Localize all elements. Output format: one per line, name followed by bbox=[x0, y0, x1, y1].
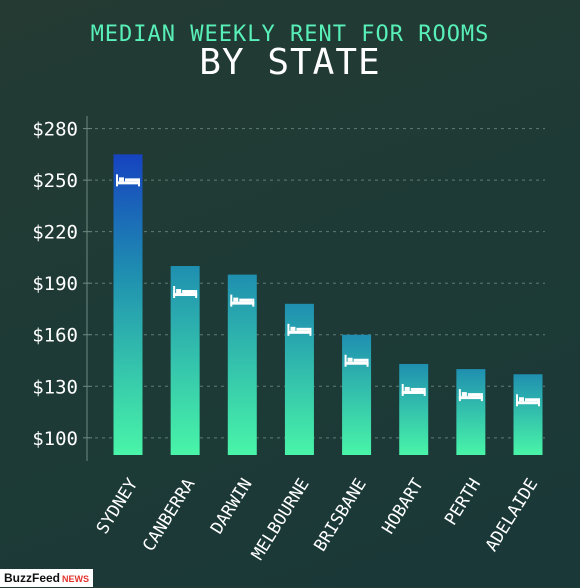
x-tick-label: ADELAIDE bbox=[482, 475, 542, 555]
y-tick-label: $130 bbox=[32, 376, 78, 398]
x-tick-label: CANBERRA bbox=[139, 475, 199, 555]
brand-name: BuzzFeed bbox=[4, 571, 61, 585]
y-tick-label: $100 bbox=[32, 428, 78, 450]
x-tick-label: HOBART bbox=[378, 475, 428, 538]
y-tick-label: $220 bbox=[32, 222, 78, 244]
bar-adelaide bbox=[513, 374, 543, 455]
chart-title: MEDIAN WEEKLY RENT FOR ROOMS bbox=[90, 22, 490, 47]
y-tick-label: $160 bbox=[32, 325, 78, 347]
x-tick-label: MELBOURNE bbox=[248, 475, 314, 564]
y-tick-label: $250 bbox=[32, 170, 78, 192]
bar-sydney bbox=[113, 154, 143, 455]
x-tick-label: DARWIN bbox=[207, 475, 257, 538]
x-tick-label: PERTH bbox=[441, 475, 485, 529]
x-tick-label: SYDNEY bbox=[93, 475, 143, 538]
buzzfeed-logo: BuzzFeed NEWS bbox=[0, 569, 94, 587]
bar-canberra bbox=[170, 266, 200, 455]
chart-subtitle: BY STATE bbox=[199, 42, 381, 83]
bar-perth bbox=[456, 369, 486, 455]
y-axis: $100 $130 $160 $190 $220 $250 $280 bbox=[32, 116, 92, 461]
y-tick-label: $190 bbox=[32, 273, 78, 295]
brand-suffix: NEWS bbox=[62, 574, 90, 584]
bar-darwin bbox=[227, 274, 257, 455]
bar-brisbane bbox=[342, 334, 372, 455]
bar-hobart bbox=[399, 363, 429, 455]
bars bbox=[113, 154, 543, 455]
y-tick-label: $280 bbox=[32, 119, 78, 141]
grid-lines bbox=[95, 128, 545, 439]
x-tick-label: BRISBANE bbox=[310, 475, 370, 555]
